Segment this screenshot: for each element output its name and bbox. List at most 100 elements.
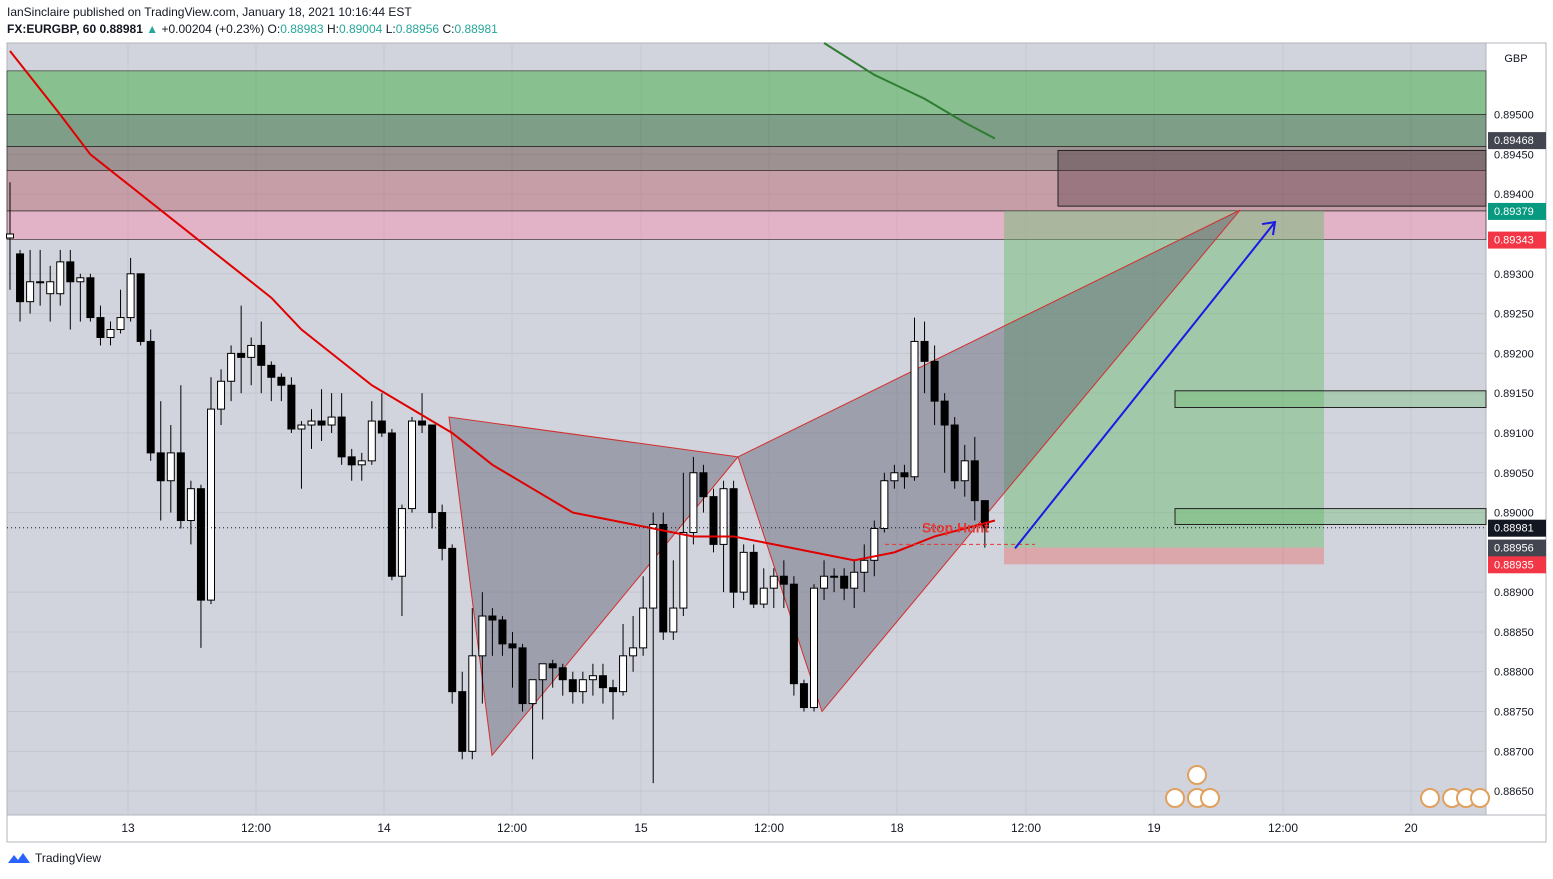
tradingview-footer[interactable]: TradingView [7, 851, 101, 865]
event-icon [1165, 788, 1185, 808]
publish-info: IanSinclaire published on TradingView.co… [7, 5, 412, 19]
close-value: 0.88981 [454, 22, 498, 36]
candle-body [930, 360, 939, 402]
candle-body [126, 273, 135, 319]
x-tick-label: 20 [1404, 821, 1418, 835]
candle-body [458, 691, 467, 752]
candle-body [86, 277, 95, 319]
y-tick-label: 0.88650 [1494, 786, 1534, 798]
candle-body [659, 524, 668, 633]
candle-body [46, 281, 55, 295]
candle-body [307, 420, 316, 426]
price-badge [1488, 556, 1546, 574]
candle-body [558, 667, 567, 681]
candle-body [408, 420, 416, 510]
x-tick-label: 15 [634, 821, 648, 835]
symbol-ohlc-line: FX:EURGBP, 60 0.88981 ▲ +0.00204 (+0.23%… [7, 22, 498, 36]
y-tick-label: 0.89000 [1494, 508, 1534, 520]
candle-body [418, 420, 427, 426]
plot-area [6, 42, 1487, 816]
currency-label: GBP [1504, 53, 1527, 65]
candle-body [377, 420, 386, 434]
candle-body [769, 575, 778, 589]
x-tick-label: 12:00 [241, 821, 271, 835]
y-tick-label: 0.88900 [1494, 587, 1534, 599]
candle-body [900, 472, 909, 478]
time-axis [6, 814, 1547, 843]
y-tick-label: 0.89100 [1494, 428, 1534, 440]
open-value: 0.88983 [280, 22, 324, 36]
candle-body [176, 452, 185, 522]
y-tick-label: 0.89300 [1494, 269, 1534, 281]
candle-body [156, 452, 165, 482]
candle-body [317, 420, 326, 426]
candle-body [66, 261, 75, 283]
tradingview-logo-icon [8, 853, 30, 863]
price-badge-label: 0.88935 [1494, 559, 1534, 571]
y-tick-label: 0.88800 [1494, 667, 1534, 679]
candle-body [950, 424, 959, 482]
candle-body [488, 615, 497, 621]
price-badge [1488, 231, 1546, 249]
candle-body [337, 416, 346, 458]
open-label: O: [267, 22, 281, 36]
ema-green-line [823, 42, 996, 140]
price-badge [1488, 519, 1546, 537]
candle-body [448, 547, 457, 693]
price-badge-label: 0.89468 [1494, 135, 1534, 147]
event-icon [1200, 788, 1220, 808]
candle-body [146, 340, 155, 454]
candle-body [940, 400, 949, 426]
candle-body [850, 571, 859, 589]
position-profit-zone [1004, 210, 1324, 548]
candle-body [779, 575, 788, 585]
price-badge-label: 0.88981 [1494, 523, 1534, 535]
price-badge [1488, 132, 1546, 150]
y-tick-label: 0.88700 [1494, 746, 1534, 758]
candle-body [16, 253, 25, 303]
low-label: L: [385, 22, 396, 36]
candle-body [397, 508, 406, 577]
candle-body [629, 647, 638, 657]
candle-body [367, 420, 376, 462]
low-value: 0.88956 [395, 22, 440, 36]
candle-body [598, 675, 607, 689]
candle-body [729, 488, 738, 593]
sr-zone [6, 70, 1487, 115]
stop-hunt-label: Stop Hunt [922, 519, 989, 535]
price-badge [1488, 539, 1546, 557]
candle-body [257, 344, 266, 366]
candle-body [619, 655, 628, 693]
event-icon [1187, 765, 1207, 785]
candle-body [237, 352, 246, 358]
symbol: FX:EURGBP, 60 [7, 22, 97, 36]
candle-body [920, 340, 929, 362]
candle-body [970, 460, 979, 502]
candle-body [227, 352, 236, 382]
candle-body [106, 329, 115, 338]
x-tick-label: 12:00 [497, 821, 527, 835]
candle-body [387, 432, 396, 577]
candle-body [498, 619, 507, 645]
x-tick-label: 13 [121, 821, 135, 835]
x-tick-label: 14 [377, 821, 391, 835]
candle-body [478, 615, 487, 657]
candle-body [538, 663, 547, 681]
event-icon [1420, 788, 1440, 808]
y-tick-label: 0.89400 [1494, 189, 1534, 201]
candle-body [669, 607, 678, 633]
high-label: H: [326, 22, 339, 36]
candle-body [26, 281, 35, 303]
candle-body [980, 500, 989, 529]
candle-body [749, 551, 758, 605]
candle-body [207, 408, 215, 601]
candle-body [297, 424, 306, 430]
candle-body [186, 488, 195, 522]
candle-body [649, 524, 658, 609]
candle-body [830, 575, 839, 578]
candle-body [166, 452, 175, 482]
sr-zone [6, 170, 1487, 212]
close-label: C: [442, 22, 455, 36]
candle-body [468, 655, 477, 752]
